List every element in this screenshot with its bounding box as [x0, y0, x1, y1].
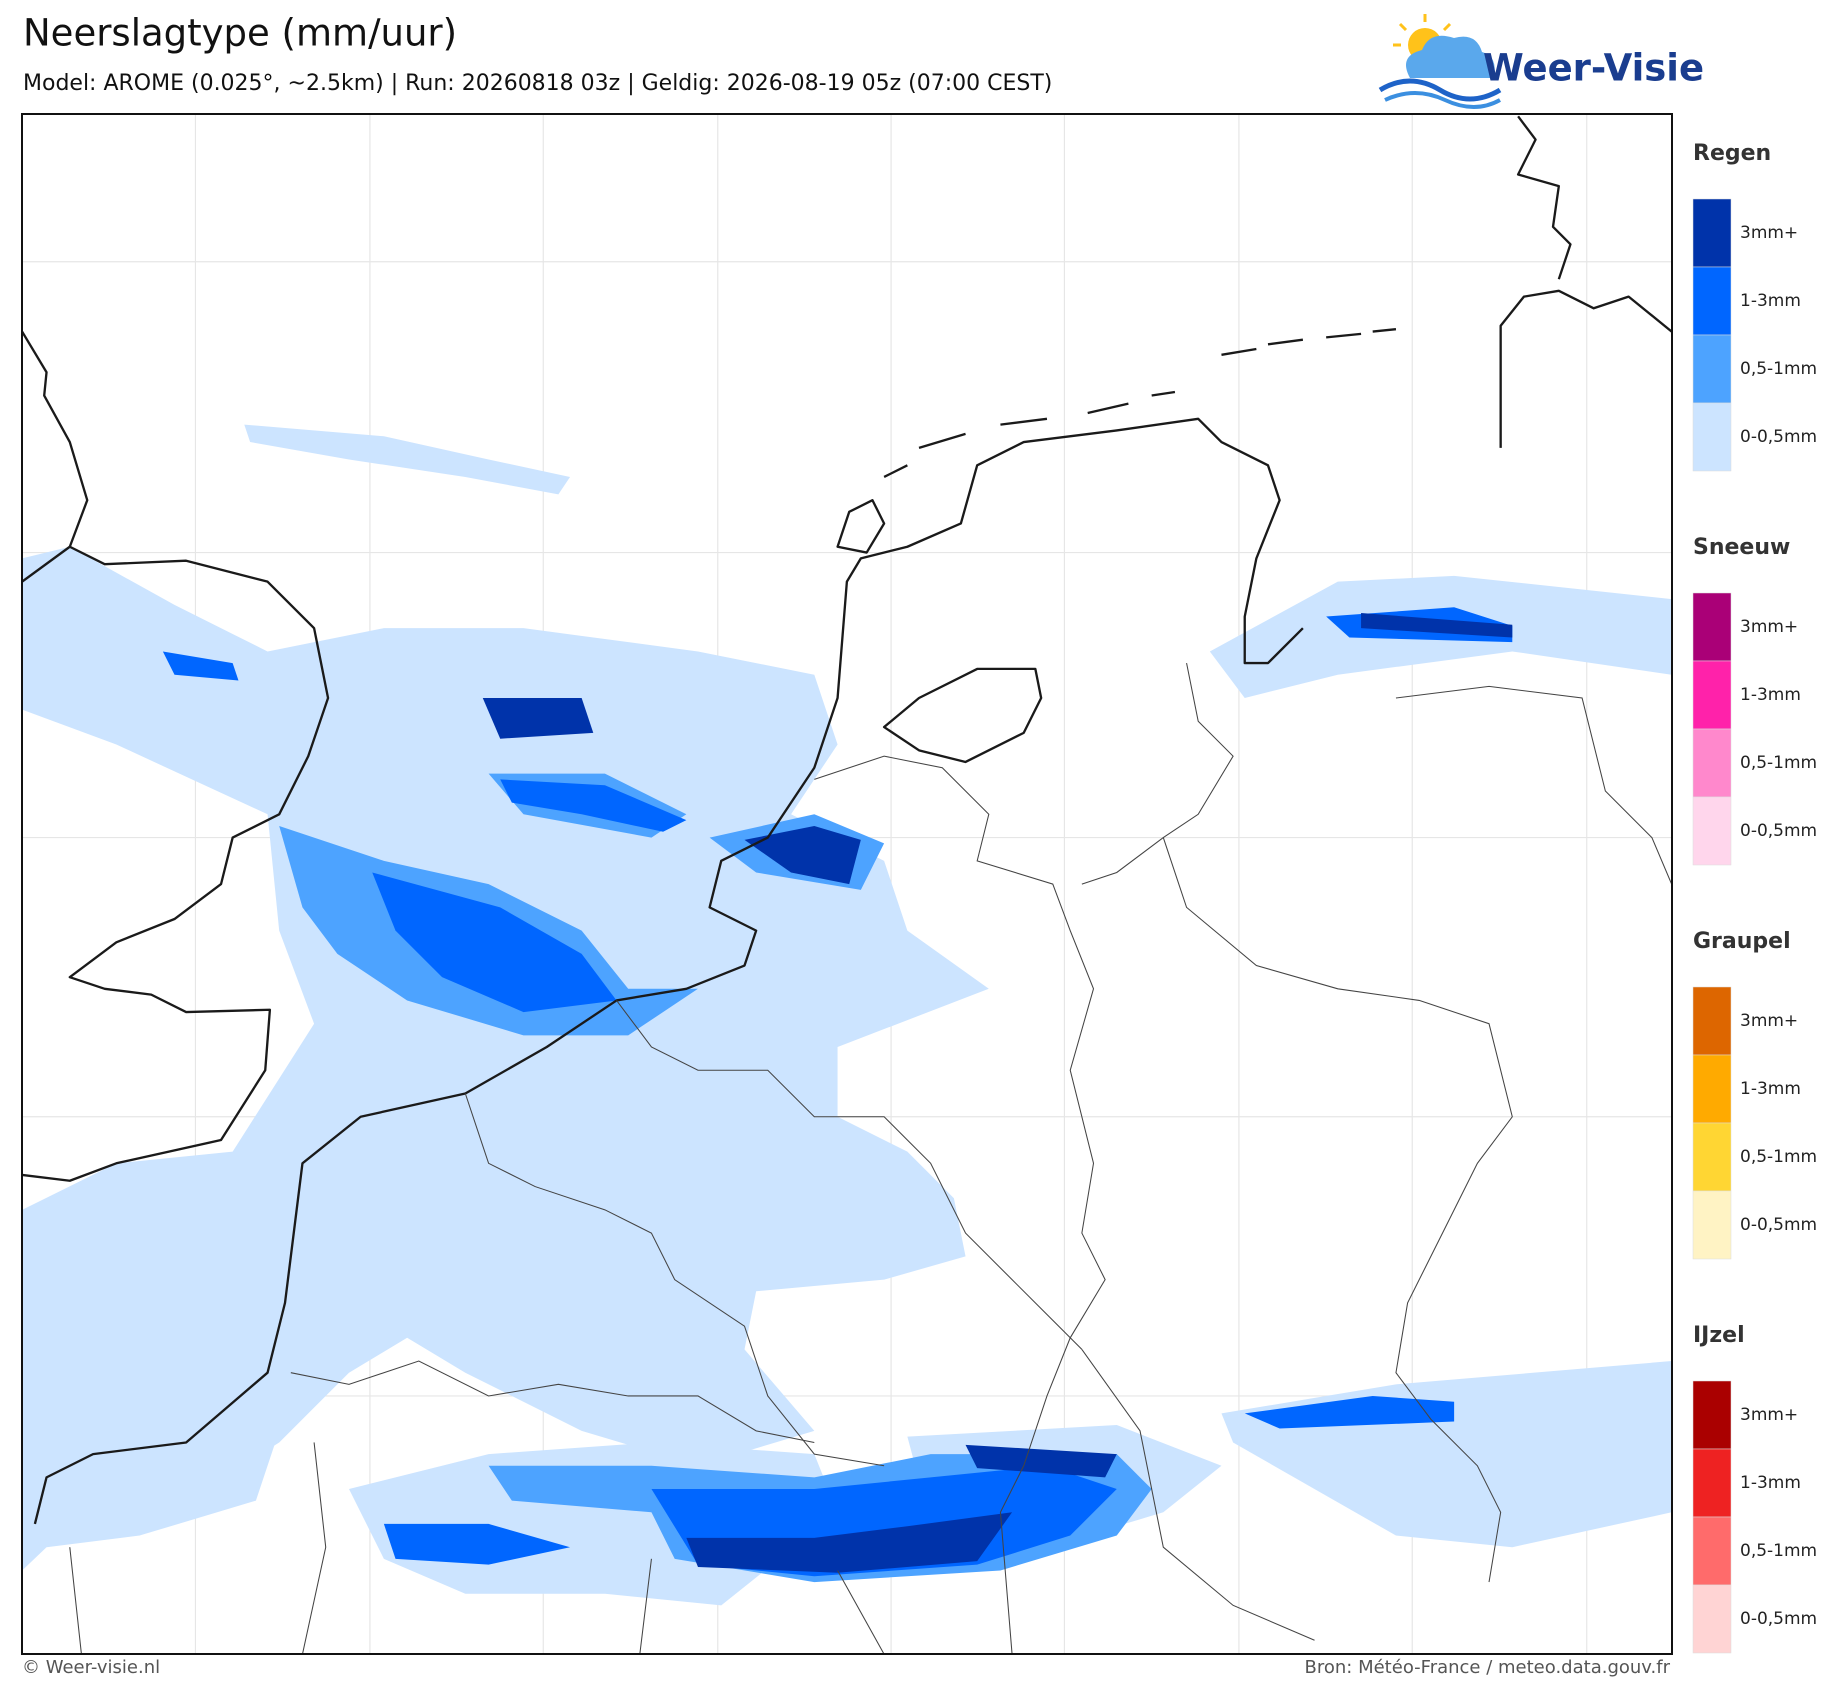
legend-swatch: [1692, 402, 1732, 472]
source: Bron: Météo-France / meteo.data.gouv.fr: [1305, 1657, 1671, 1678]
legend-title: IJzel: [1693, 1323, 1745, 1348]
map-frame: [21, 113, 1673, 1655]
legend-title: Graupel: [1693, 929, 1791, 954]
legend-swatch: [1692, 1516, 1732, 1586]
logo-text: Weer-Visie: [1483, 47, 1704, 90]
logo-rays: [1393, 14, 1452, 47]
legend-label: 1-3mm: [1740, 685, 1801, 705]
legend-label: 3mm+: [1740, 1011, 1798, 1031]
legend-swatch: [1692, 1054, 1732, 1124]
map: [22, 114, 1672, 1654]
legend-swatch: [1692, 198, 1732, 268]
coastlines: [22, 115, 1672, 1525]
legend-swatch: [1692, 1122, 1732, 1192]
legend-label: 0-0,5mm: [1740, 427, 1817, 447]
legend-label: 1-3mm: [1740, 291, 1801, 311]
legend-label: 3mm+: [1740, 617, 1798, 637]
legend-label: 0-0,5mm: [1740, 1215, 1817, 1235]
legend-label: 3mm+: [1740, 223, 1798, 243]
legend-swatch: [1692, 334, 1732, 404]
legend-label: 0-0,5mm: [1740, 821, 1817, 841]
logo: Weer-Visie: [1378, 14, 1704, 109]
title: Neerslagtype (mm/uur): [23, 12, 457, 55]
borders: [69, 662, 1672, 1654]
logo-cloud: [1406, 35, 1495, 78]
legend-label: 0-0,5mm: [1740, 1609, 1817, 1629]
legend-label: 0,5-1mm: [1740, 1147, 1817, 1167]
legend-label: 0,5-1mm: [1740, 753, 1817, 773]
copyright: © Weer-visie.nl: [22, 1657, 160, 1678]
subtitle: Model: AROME (0.025°, ~2.5km) | Run: 202…: [23, 71, 1052, 96]
legend-label: 1-3mm: [1740, 1079, 1801, 1099]
legend-swatch: [1692, 728, 1732, 798]
legend-swatch: [1692, 660, 1732, 730]
legend-swatch: [1692, 796, 1732, 866]
precipitation: [22, 424, 1672, 1606]
legend-swatch: [1692, 266, 1732, 336]
logo-wave: [1378, 78, 1502, 102]
legend-swatch: [1692, 1448, 1732, 1518]
legend-label: 3mm+: [1740, 1405, 1798, 1425]
legend-title: Regen: [1693, 141, 1771, 166]
legend-title: Sneeuw: [1693, 535, 1790, 560]
legend-swatch: [1692, 592, 1732, 662]
legend-label: 1-3mm: [1740, 1473, 1801, 1493]
legend-label: 0,5-1mm: [1740, 359, 1817, 379]
legend: Regen 3mm+ 1-3mm 0,5-1mm 0-0,5mm Sneeuw 3mm+ 1-…: [1692, 141, 1817, 1654]
legend-swatch: [1692, 1380, 1732, 1450]
legend-label: 0,5-1mm: [1740, 1541, 1817, 1561]
legend-swatch: [1692, 1584, 1732, 1654]
legend-swatch: [1692, 986, 1732, 1056]
legend-swatch: [1692, 1190, 1732, 1260]
logo-wave: [1384, 91, 1501, 109]
